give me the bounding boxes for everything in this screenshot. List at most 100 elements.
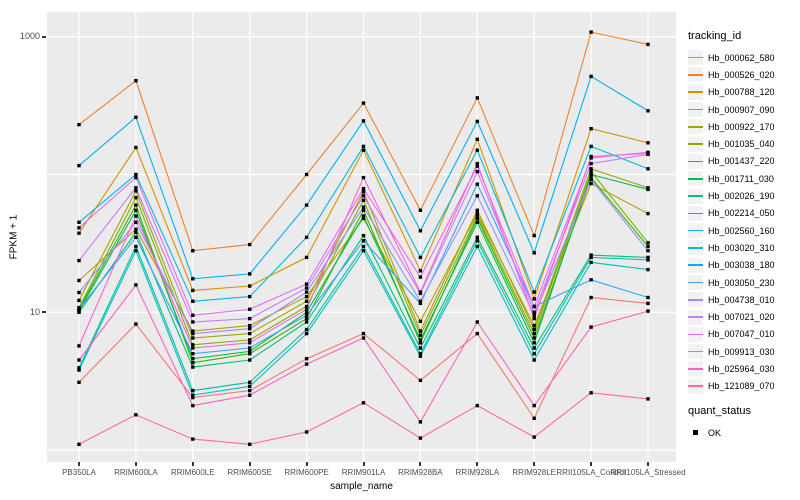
- data-point: [134, 115, 138, 119]
- data-point: [475, 403, 479, 408]
- legend-item-label: Hb_004738_010: [708, 294, 775, 305]
- data-point: [134, 227, 138, 231]
- data-point: [77, 368, 81, 372]
- legend-item-Hb_007047_010: Hb_007047_010: [688, 326, 798, 343]
- data-point: [532, 316, 536, 321]
- legend-key-color-line: [688, 229, 703, 232]
- legend-key-color-line: [688, 56, 703, 59]
- legend-item-Hb_002560_160: Hb_002560_160: [688, 222, 798, 239]
- data-point: [418, 301, 423, 306]
- x-tick-label: RRIM600LA: [114, 468, 158, 477]
- data-point: [248, 384, 252, 388]
- legend-key-color-line: [688, 143, 703, 145]
- legend-item-label: Hb_003020_310: [708, 242, 775, 253]
- data-point: [589, 260, 593, 265]
- data-point: [134, 186, 138, 190]
- data-point: [646, 211, 650, 216]
- data-point: [646, 397, 650, 401]
- data-point: [134, 413, 138, 417]
- data-point: [191, 393, 195, 397]
- data-point: [361, 331, 366, 336]
- data-point: [418, 329, 423, 333]
- data-point: [646, 295, 650, 300]
- data-point: [77, 123, 81, 127]
- legend-key-color-line: [688, 212, 703, 215]
- legend-items-quant-status: OK: [688, 424, 798, 441]
- data-point: [191, 320, 195, 324]
- legend-key-color-line: [688, 177, 703, 180]
- legend-item-label: Hb_001437_220: [708, 156, 775, 167]
- legend-item-label: Hb_002026_190: [708, 191, 775, 202]
- data-point: [134, 322, 138, 326]
- data-point: [134, 220, 138, 224]
- data-point: [418, 275, 423, 279]
- x-tick-label: RRIM901LA: [341, 468, 386, 477]
- legend-item-Hb_000788_120: Hb_000788_120: [688, 84, 798, 101]
- data-point: [134, 203, 138, 207]
- legend-key-line-icon: [688, 205, 703, 221]
- data-point: [191, 352, 195, 356]
- data-point: [248, 442, 252, 446]
- data-point: [475, 194, 479, 198]
- data-point: [646, 241, 650, 245]
- legend-key-color-line: [688, 281, 703, 284]
- legend-item-label: Hb_007021_020: [708, 312, 775, 323]
- data-point: [248, 341, 252, 345]
- data-point: [475, 235, 479, 239]
- data-point: [532, 297, 536, 301]
- data-point: [418, 229, 423, 233]
- legend-item-Hb_121089_070: Hb_121089_070: [688, 378, 798, 395]
- data-point: [191, 249, 195, 253]
- data-point: [304, 331, 309, 336]
- x-tick-mark: [134, 462, 137, 466]
- data-point: [532, 304, 536, 309]
- legend-key-line-icon: [688, 102, 703, 118]
- legend-item-label: Hb_000788_120: [708, 87, 775, 98]
- data-point: [589, 253, 593, 257]
- data-point: [361, 190, 366, 194]
- data-point: [248, 346, 252, 350]
- data-point: [304, 235, 309, 239]
- data-point: [191, 388, 195, 393]
- data-point: [134, 208, 138, 212]
- data-point: [589, 30, 593, 34]
- legend-title-quant-status: quant_status: [688, 404, 751, 417]
- data-point: [77, 366, 81, 370]
- x-tick-label: RRIM600SE: [227, 468, 272, 477]
- data-point: [361, 239, 366, 243]
- data-point: [475, 119, 479, 124]
- data-point: [248, 352, 252, 356]
- data-point: [191, 336, 195, 340]
- data-point: [475, 211, 479, 216]
- data-point: [589, 177, 593, 182]
- legend-key-line-icon: [688, 240, 703, 256]
- data-point: [304, 320, 309, 324]
- data-point: [589, 391, 593, 395]
- data-point: [248, 316, 252, 321]
- data-point: [418, 338, 423, 342]
- data-point: [304, 304, 309, 309]
- x-tick-label: RRIM928LA: [455, 468, 500, 477]
- data-point: [589, 172, 593, 177]
- x-axis-title: sample_name: [330, 481, 393, 492]
- data-point: [191, 437, 195, 441]
- data-point: [134, 230, 138, 235]
- data-point: [191, 277, 195, 281]
- data-point: [361, 249, 366, 253]
- legend-key-line-icon: [688, 378, 703, 394]
- data-point: [532, 310, 536, 314]
- legend-item-Hb_000907_090: Hb_000907_090: [688, 101, 798, 118]
- y-tick-mark: [42, 311, 46, 314]
- legend-item-label: Hb_002214_050: [708, 208, 775, 219]
- y-tick-label: 10: [29, 306, 40, 317]
- legend-key-color-line: [688, 333, 703, 336]
- legend-key-line-icon: [688, 326, 703, 342]
- data-point: [361, 208, 366, 212]
- legend-items-tracking-id: Hb_000062_580 Hb_000526_020 Hb_000788_120 H…: [688, 49, 798, 395]
- data-point: [475, 169, 479, 174]
- data-point: [248, 323, 252, 328]
- legend-key-line-icon: [688, 67, 703, 83]
- data-point: [191, 288, 195, 293]
- legend-item-Hb_025964_030: Hb_025964_030: [688, 360, 798, 377]
- legend-key-color-line: [688, 368, 703, 370]
